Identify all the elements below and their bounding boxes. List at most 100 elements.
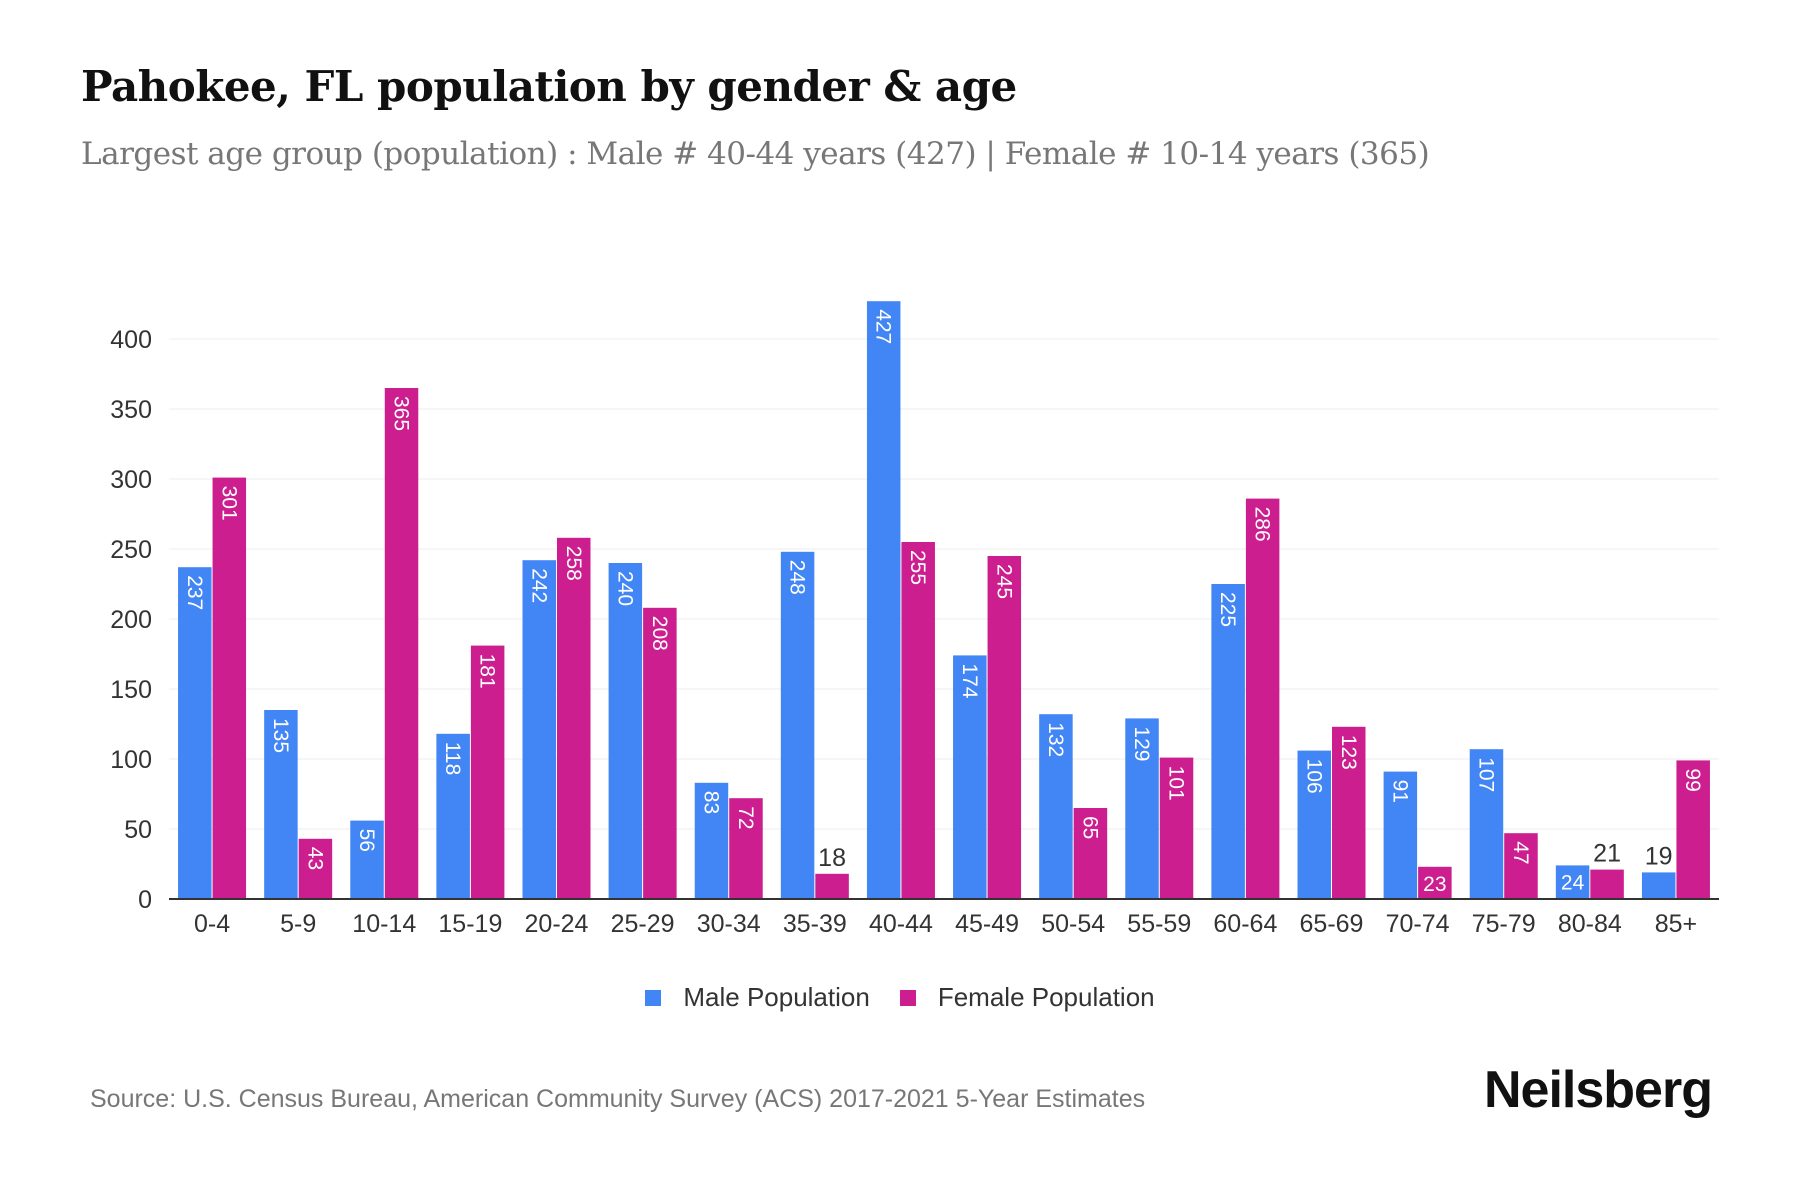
x-tick-label: 75-79 bbox=[1472, 910, 1536, 938]
female-bar bbox=[815, 873, 849, 899]
female-bar bbox=[1332, 726, 1366, 899]
female-bar bbox=[1676, 760, 1710, 899]
data-label: 123 bbox=[1337, 735, 1360, 770]
y-tick-label: 100 bbox=[110, 746, 152, 774]
legend: Male Population Female Population bbox=[0, 982, 1800, 1013]
x-tick-label: 45-49 bbox=[955, 910, 1019, 938]
legend-item-male: Male Population bbox=[645, 982, 870, 1013]
male-bar bbox=[178, 567, 212, 899]
data-label: 56 bbox=[355, 829, 378, 852]
male-bar bbox=[1125, 718, 1159, 899]
female-bar bbox=[1159, 757, 1194, 899]
data-label: 24 bbox=[1561, 871, 1585, 894]
x-tick-label: 65-69 bbox=[1300, 910, 1364, 938]
x-tick-label: 55-59 bbox=[1127, 910, 1191, 938]
x-tick-label: 25-29 bbox=[611, 910, 675, 938]
x-tick-label: 60-64 bbox=[1213, 910, 1277, 938]
x-tick-label: 30-34 bbox=[697, 910, 761, 938]
x-tick-label: 70-74 bbox=[1386, 910, 1450, 938]
male-bar bbox=[780, 551, 815, 899]
data-label: 43 bbox=[303, 847, 326, 870]
legend-label-male: Male Population bbox=[683, 982, 870, 1012]
legend-swatch-male bbox=[645, 989, 662, 1006]
data-label: 21 bbox=[1593, 840, 1621, 868]
x-tick-label: 85+ bbox=[1655, 910, 1697, 938]
male-bar bbox=[1641, 872, 1676, 899]
data-label: 19 bbox=[1645, 842, 1673, 870]
x-tick-label: 80-84 bbox=[1558, 910, 1622, 938]
data-label: 23 bbox=[1423, 873, 1446, 896]
female-bar bbox=[643, 607, 677, 899]
x-tick-label: 50-54 bbox=[1041, 910, 1105, 938]
y-tick-label: 0 bbox=[138, 886, 152, 914]
bar-chart: 0 50 100 150 200 250 300 350 400 0-4 237 301 5-9 135 4… bbox=[110, 301, 1719, 938]
y-tick-label: 300 bbox=[110, 466, 152, 494]
female-bar bbox=[1590, 869, 1624, 899]
male-bar bbox=[1211, 584, 1245, 899]
female-bar bbox=[1245, 498, 1280, 899]
data-label: 365 bbox=[390, 396, 413, 431]
male-bar bbox=[350, 820, 384, 899]
y-tick-label: 150 bbox=[110, 676, 152, 704]
data-label: 18 bbox=[818, 844, 846, 872]
data-label: 72 bbox=[734, 806, 757, 829]
female-bar bbox=[1073, 808, 1108, 899]
female-bar bbox=[212, 477, 247, 899]
female-bar bbox=[901, 542, 935, 899]
source-note: Source: U.S. Census Bureau, American Com… bbox=[90, 1085, 1146, 1113]
female-bar bbox=[729, 798, 763, 899]
male-bar bbox=[953, 655, 987, 899]
x-tick-label: 40-44 bbox=[869, 910, 933, 938]
male-bar bbox=[608, 563, 643, 899]
chart-title: Pahokee, FL population by gender & age bbox=[81, 62, 1017, 111]
x-tick-label: 35-39 bbox=[783, 910, 847, 938]
data-label: 91 bbox=[1388, 780, 1411, 803]
male-bar bbox=[1297, 750, 1331, 899]
y-tick-label: 200 bbox=[110, 606, 152, 634]
data-label: 135 bbox=[269, 718, 292, 753]
data-label: 106 bbox=[1302, 759, 1325, 794]
data-label: 255 bbox=[906, 550, 929, 585]
x-tick-label: 20-24 bbox=[525, 910, 589, 938]
female-bar bbox=[298, 838, 333, 899]
legend-swatch-female bbox=[899, 989, 916, 1006]
male-bar bbox=[1039, 714, 1073, 899]
y-tick-label: 400 bbox=[110, 326, 152, 354]
data-label: 101 bbox=[1165, 766, 1188, 801]
data-label: 242 bbox=[527, 568, 550, 603]
female-bar bbox=[384, 388, 419, 899]
female-bar bbox=[987, 556, 1022, 899]
male-bar bbox=[436, 733, 470, 899]
data-label: 118 bbox=[441, 742, 464, 775]
legend-label-female: Female Population bbox=[937, 982, 1155, 1012]
data-label: 47 bbox=[1509, 841, 1532, 864]
x-tick-label: 15-19 bbox=[438, 910, 502, 938]
male-bar bbox=[1555, 865, 1590, 899]
data-label: 174 bbox=[958, 663, 981, 698]
female-bar bbox=[557, 537, 591, 899]
chart-subtitle: Largest age group (population) : Male # … bbox=[81, 136, 1430, 172]
data-label: 258 bbox=[562, 546, 585, 581]
data-label: 83 bbox=[699, 791, 722, 814]
male-bar bbox=[866, 301, 901, 899]
data-label: 301 bbox=[217, 486, 240, 521]
female-bar bbox=[470, 645, 505, 899]
data-label: 99 bbox=[1681, 768, 1704, 791]
x-tick-label: 10-14 bbox=[352, 910, 416, 938]
male-bar bbox=[694, 782, 729, 899]
male-bar bbox=[264, 710, 298, 899]
female-bar bbox=[1504, 833, 1538, 899]
male-bar bbox=[522, 560, 556, 899]
x-tick-label: 5-9 bbox=[280, 910, 316, 938]
legend-item-female: Female Population bbox=[899, 982, 1155, 1013]
y-tick-label: 250 bbox=[110, 536, 152, 564]
neilsberg-logo: Neilsberg bbox=[1484, 1061, 1713, 1119]
data-label: 245 bbox=[992, 564, 1015, 599]
data-label: 65 bbox=[1078, 816, 1101, 839]
y-tick-label: 50 bbox=[124, 816, 152, 844]
male-bar bbox=[1383, 771, 1418, 899]
male-bar bbox=[1469, 749, 1504, 899]
data-label: 181 bbox=[476, 654, 499, 689]
data-label: 129 bbox=[1130, 726, 1153, 761]
data-label: 107 bbox=[1474, 757, 1497, 792]
